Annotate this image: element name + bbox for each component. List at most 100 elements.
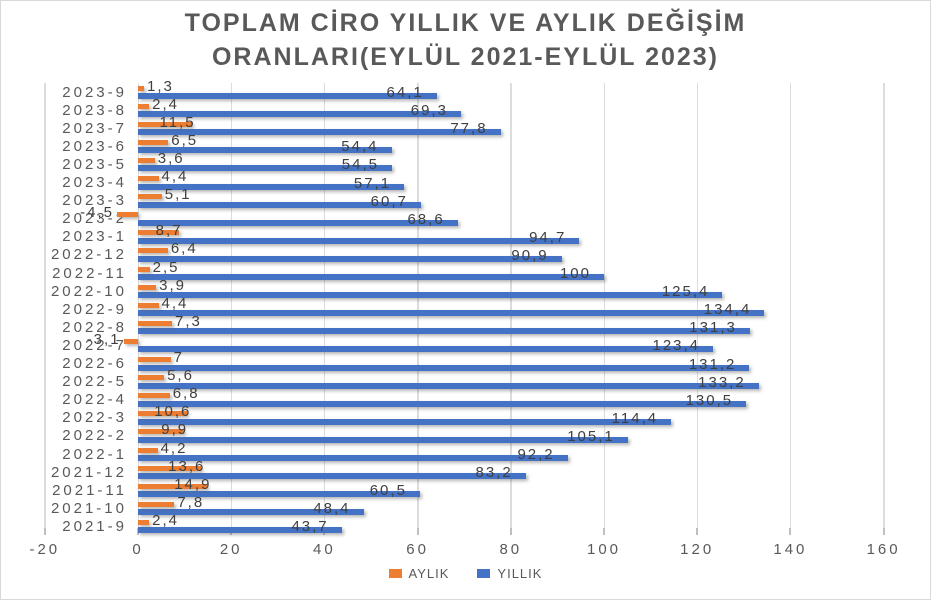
- category-label: 2022-2: [62, 427, 127, 445]
- yillik-bar: [138, 418, 672, 425]
- x-axis-tick-label: 0: [132, 541, 144, 558]
- category-label: 2021-11: [52, 481, 127, 499]
- aylik-value-label: -4,5: [80, 204, 115, 222]
- yillik-bar: [138, 237, 580, 244]
- category-label: 2021-12: [50, 463, 127, 481]
- aylik-value-label: 5,6: [167, 367, 194, 385]
- yillik-bar: [138, 455, 568, 461]
- aylik-bar: [138, 357, 171, 362]
- yillik-value-label: 54,4: [341, 138, 379, 156]
- yillik-value-label: 130,5: [685, 391, 734, 409]
- aylik-value-label: 13,6: [168, 457, 206, 475]
- aylik-bar: [138, 465, 202, 471]
- x-axis-tick-label: 20: [219, 541, 243, 558]
- aylik-bar: [138, 519, 150, 525]
- aylik-value-label: 1,3: [147, 77, 174, 95]
- category-label: 2023-7: [62, 119, 127, 137]
- yillik-value-label: 54,5: [341, 156, 379, 174]
- category-label: 2023-2: [62, 210, 127, 228]
- yillik-value-label: 60,5: [369, 482, 407, 500]
- category-label: 2023-6: [62, 137, 127, 155]
- yillik-bar: [138, 274, 604, 280]
- yillik-bar: [138, 509, 364, 516]
- aylik-value-label: 4,2: [160, 439, 188, 457]
- yillik-bar: [138, 183, 405, 190]
- aylik-bar: [138, 411, 188, 417]
- x-axis-tick-label: 40: [313, 541, 336, 558]
- gridline: [883, 83, 885, 528]
- category-label: 2021-10: [50, 499, 127, 517]
- aylik-value-label: 8,7: [155, 222, 183, 240]
- yillik-value-label: 64,1: [386, 84, 424, 101]
- legend-label-yillik: YILLIK: [497, 566, 543, 581]
- yillik-value-label: 48,4: [313, 500, 351, 518]
- axis-tick: [509, 528, 512, 535]
- aylik-bar: [138, 248, 168, 254]
- yillik-bar: [138, 328, 750, 335]
- aylik-bar: [138, 230, 179, 236]
- yillik-bar: [138, 310, 765, 317]
- yillik-value-label: 94,7: [529, 228, 567, 246]
- yillik-value-label: 114,4: [611, 409, 659, 427]
- aylik-value-label: 7: [173, 349, 184, 366]
- aylik-bar: [138, 139, 169, 145]
- yillik-value-label: 43,7: [291, 518, 329, 536]
- aylik-bar: [138, 429, 185, 435]
- aylik-value-label: 4,4: [161, 168, 189, 185]
- category-label: 2022-4: [62, 391, 127, 409]
- yillik-bar: [138, 436, 628, 443]
- yillik-value-label: 68,6: [407, 210, 445, 228]
- aylik-bar: [138, 194, 162, 200]
- gridline: [323, 83, 326, 528]
- category-label: 2022-6: [62, 355, 127, 372]
- aylik-bar: [138, 393, 170, 399]
- aylik-value-label: 3,6: [157, 149, 185, 167]
- yillik-bar: [138, 527, 342, 534]
- aylik-bar: [138, 85, 145, 91]
- yillik-value-label: 57,1: [353, 174, 392, 192]
- aylik-value-label: 11,5: [159, 113, 196, 131]
- axis-tick: [416, 528, 419, 535]
- aylik-value-label: 6,8: [172, 385, 200, 403]
- aylik-value-label: 7,3: [175, 312, 202, 330]
- legend: AYLIK YILLIK: [1, 566, 930, 581]
- x-axis-tick-label: -20: [29, 541, 61, 558]
- gridline: [510, 83, 512, 528]
- category-label: 2022-9: [62, 300, 127, 318]
- chart-title: TOPLAM CİRO YILLIK VE AYLIK DEĞİŞİM ORAN…: [1, 6, 930, 74]
- x-axis-tick-label: 80: [499, 541, 523, 558]
- gridline: [230, 83, 233, 528]
- yillik-bar: [138, 364, 750, 371]
- aylik-bar: [123, 338, 138, 344]
- aylik-value-label: 5,1: [164, 186, 192, 204]
- category-label: 2022-11: [52, 264, 127, 282]
- category-label: 2023-3: [62, 192, 127, 210]
- aylik-value-label: 4,4: [161, 294, 189, 312]
- category-label: 2022-3: [62, 409, 127, 427]
- x-axis-tick-label: 60: [406, 541, 429, 558]
- aylik-bar: [138, 483, 208, 489]
- aylik-bar: [138, 121, 192, 127]
- x-axis-tick-label: 100: [586, 541, 622, 558]
- aylik-value-label: 2,5: [152, 258, 180, 276]
- aylik-bar: [138, 266, 150, 272]
- category-label: 2023-5: [62, 155, 127, 173]
- yillik-bar: [138, 93, 437, 99]
- axis-tick: [789, 528, 792, 535]
- chart-title-line1: TOPLAM CİRO YILLIK VE AYLIK DEĞİŞİM: [184, 9, 747, 37]
- aylik-value-label: 7,8: [177, 493, 205, 511]
- legend-label-aylik: AYLIK: [408, 566, 450, 581]
- chart-title-line2: ORANLARI(EYLÜL 2021-EYLÜL 2023): [211, 43, 720, 71]
- aylik-value-label: 3,9: [159, 276, 187, 294]
- aylik-bar: [138, 284, 157, 290]
- aylik-bar: [117, 212, 138, 218]
- yillik-value-label: 60,7: [370, 192, 408, 210]
- gridline: [789, 83, 792, 528]
- aylik-value-label: 6,4: [170, 240, 198, 258]
- axis-tick: [882, 528, 885, 535]
- yillik-value-label: 69,3: [410, 102, 448, 120]
- yillik-bar: [138, 147, 392, 154]
- yillik-value-label: 105,1: [567, 427, 615, 445]
- aylik-bar: [138, 176, 159, 181]
